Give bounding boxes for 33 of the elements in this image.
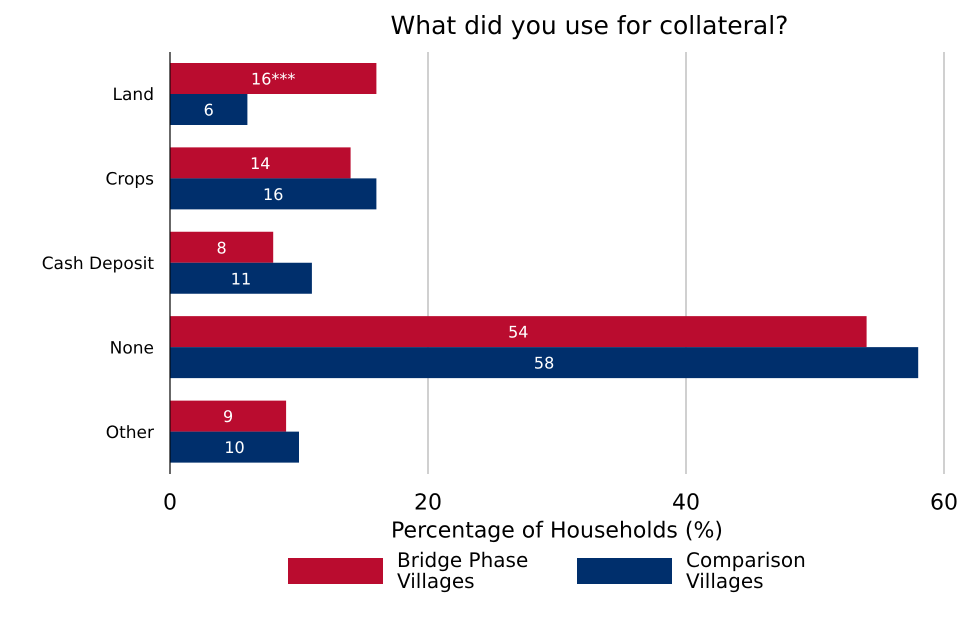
x-tick-label: 40 <box>672 490 700 516</box>
data-label: 16 <box>263 184 284 204</box>
data-label: 14 <box>250 154 270 173</box>
legend-label: Comparison Villages <box>686 548 807 593</box>
x-tick-label: 20 <box>414 490 442 516</box>
data-label: 9 <box>222 407 234 426</box>
legend-label: Bridge Phase Villages <box>397 548 530 593</box>
data-label: 8 <box>216 238 227 258</box>
data-label: 58 <box>534 354 554 373</box>
y-tick-label: Cash Deposit <box>42 254 154 274</box>
y-tick-label: Other <box>106 422 154 443</box>
x-axis-title: Percentage of Households (%) <box>391 518 723 544</box>
data-label: 16*** <box>251 69 296 88</box>
bar <box>170 94 248 125</box>
bar <box>170 432 299 463</box>
bar <box>170 316 867 348</box>
data-label: 54 <box>508 322 528 342</box>
y-tick-label: Crops <box>105 170 154 190</box>
data-label: 10 <box>224 438 245 458</box>
bar <box>170 178 376 210</box>
x-tick-label: 60 <box>930 490 958 516</box>
bar <box>170 262 312 294</box>
bar <box>170 147 351 178</box>
y-tick-label: None <box>110 338 154 358</box>
y-tick-label: Land <box>112 85 154 106</box>
bar <box>170 347 918 378</box>
bar <box>170 400 286 432</box>
bar <box>170 62 376 94</box>
x-tick-label: 0 <box>163 490 177 516</box>
data-label: 11 <box>230 269 252 288</box>
bar <box>170 232 274 263</box>
data-label: 6 <box>204 100 214 120</box>
chart-title: What did you use for collateral? <box>390 10 790 42</box>
